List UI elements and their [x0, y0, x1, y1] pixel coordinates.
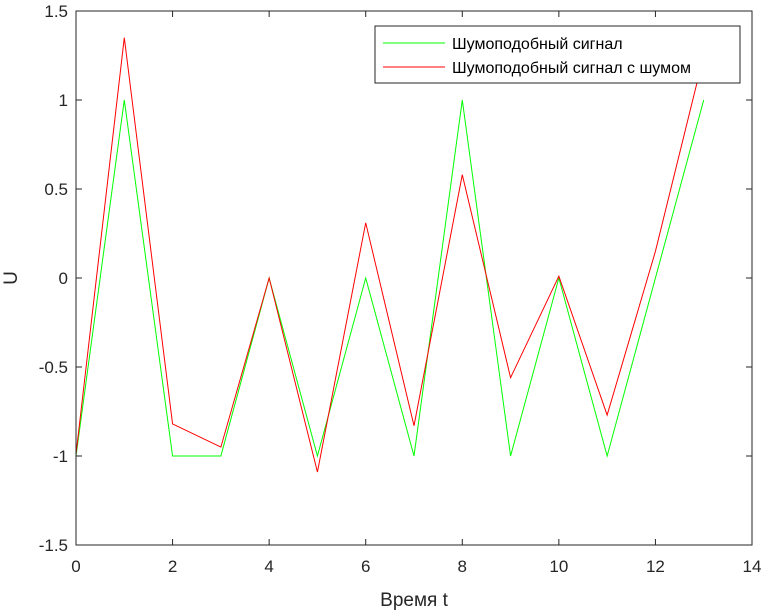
x-tick-label: 0 [71, 557, 80, 576]
series-layer [75, 37, 705, 473]
series-line-1 [75, 99, 705, 458]
plot-area: 0 2 4 6 8 10 12 14 -1.5 -1 -0.5 0 0.5 1 1.5 [39, 2, 762, 576]
y-tick-label: -0.5 [39, 358, 68, 377]
legend: Шумоподобный сигнал Шумоподобный сигнал … [374, 25, 741, 84]
x-tick-label: 4 [264, 557, 273, 576]
axes-box [75, 10, 753, 546]
y-tick-label: 1 [59, 91, 68, 110]
x-tick-label: 6 [361, 557, 370, 576]
y-axis-ticks: -1.5 -1 -0.5 0 0.5 1 1.5 [39, 2, 752, 555]
x-tick-label: 8 [458, 557, 467, 576]
legend-label-series-1: Шумоподобный сигнал [452, 36, 623, 53]
x-axis-label: Время t [380, 590, 448, 611]
y-tick-label: 0.5 [44, 180, 68, 199]
x-tick-label: 14 [743, 557, 762, 576]
y-axis-label: U [1, 271, 22, 285]
x-tick-label: 2 [168, 557, 177, 576]
x-tick-label: 12 [646, 557, 665, 576]
y-tick-label: -1.5 [39, 536, 68, 555]
series-line-2 [75, 37, 705, 473]
legend-box [374, 25, 741, 84]
x-tick-label: 10 [549, 557, 568, 576]
y-tick-label: 1.5 [44, 2, 68, 21]
y-tick-label: 0 [59, 269, 68, 288]
y-tick-label: -1 [53, 447, 68, 466]
x-axis-ticks: 0 2 4 6 8 10 12 14 [71, 11, 761, 576]
legend-label-series-2: Шумоподобный сигнал с шумом [452, 60, 691, 77]
